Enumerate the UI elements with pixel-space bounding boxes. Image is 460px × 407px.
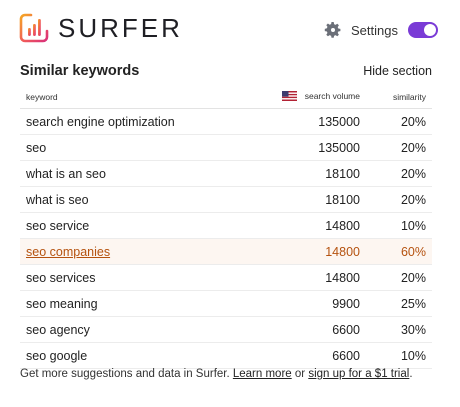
- table-row: seo google 6600 10%: [20, 342, 432, 369]
- search-volume-cell: 14800: [242, 212, 366, 239]
- settings-toggle[interactable]: [408, 22, 438, 38]
- settings-control: Settings: [323, 18, 438, 42]
- keyword-cell: seo agency: [20, 316, 242, 343]
- keyword-cell: what is seo: [20, 186, 242, 213]
- search-volume-cell: 18100: [242, 186, 366, 213]
- table-row: seo companies 14800 60%: [20, 238, 432, 265]
- brand-name: SURFER: [58, 13, 183, 43]
- keyword-cell: seo: [20, 134, 242, 161]
- search-volume-cell: 6600: [242, 316, 366, 343]
- keyword-cell: seo services: [20, 264, 242, 291]
- table-row: seo services 14800 20%: [20, 264, 432, 291]
- keyword-cell: what is an seo: [20, 160, 242, 187]
- signup-link[interactable]: sign up for a $1 trial: [308, 368, 410, 380]
- settings-label[interactable]: Settings: [351, 22, 398, 38]
- footer-suffix: .: [409, 368, 413, 380]
- search-volume-cell: 14800: [242, 238, 366, 265]
- learn-more-link[interactable]: Learn more: [232, 368, 292, 380]
- table-row: search engine optimization 135000 20%: [20, 108, 432, 135]
- similarity-cell: 10%: [366, 212, 432, 239]
- column-keyword: keyword: [20, 86, 242, 109]
- footer-middle: or: [291, 368, 309, 380]
- search-volume-cell: 14800: [242, 264, 366, 291]
- search-volume-cell: 135000: [242, 134, 366, 161]
- keyword-cell: seo meaning: [20, 290, 242, 317]
- table-row: seo service 14800 10%: [20, 212, 432, 239]
- table-row: seo agency 6600 30%: [20, 316, 432, 343]
- similarity-cell: 10%: [366, 342, 432, 369]
- footer-prefix: Get more suggestions and data in Surfer.: [20, 368, 233, 380]
- similarity-cell: 30%: [366, 316, 432, 343]
- keyword-cell[interactable]: seo companies: [20, 238, 242, 265]
- similarity-cell: 20%: [366, 108, 432, 135]
- search-volume-cell: 18100: [242, 160, 366, 187]
- table-header-row: keyword search volume similarity: [20, 86, 432, 109]
- toggle-knob: [424, 24, 436, 36]
- table-row: seo 135000 20%: [20, 134, 432, 161]
- similarity-cell: 20%: [366, 186, 432, 213]
- gear-icon[interactable]: [323, 20, 343, 40]
- column-search-volume: search volume: [242, 86, 366, 109]
- keywords-table: keyword search volume similarity search …: [20, 86, 432, 369]
- table-row: what is an seo 18100 20%: [20, 160, 432, 187]
- surfer-logo-icon: [19, 13, 49, 43]
- header: SURFER Settings: [0, 0, 460, 60]
- section-title: Similar keywords: [20, 63, 140, 79]
- similarity-cell: 20%: [366, 264, 432, 291]
- column-similarity: similarity: [366, 86, 432, 109]
- search-volume-label: search volume: [304, 91, 360, 101]
- section-header: Similar keywords Hide section: [20, 60, 432, 82]
- table-row: what is seo 18100 20%: [20, 186, 432, 213]
- keyword-cell: seo service: [20, 212, 242, 239]
- footer-note: Get more suggestions and data in Surfer.…: [20, 368, 440, 380]
- us-flag-icon: [281, 91, 297, 101]
- table-row: seo meaning 9900 25%: [20, 290, 432, 317]
- similarity-cell: 25%: [366, 290, 432, 317]
- search-volume-cell: 6600: [242, 342, 366, 369]
- keyword-cell: seo google: [20, 342, 242, 369]
- table-body: search engine optimization 135000 20% seo 13…: [20, 108, 432, 369]
- keyword-cell: search engine optimization: [20, 108, 242, 135]
- similarity-cell: 20%: [366, 134, 432, 161]
- hide-section-button[interactable]: Hide section: [363, 64, 432, 78]
- similarity-cell: 20%: [366, 160, 432, 187]
- search-volume-cell: 135000: [242, 108, 366, 135]
- similarity-cell: 60%: [366, 238, 432, 265]
- search-volume-cell: 9900: [242, 290, 366, 317]
